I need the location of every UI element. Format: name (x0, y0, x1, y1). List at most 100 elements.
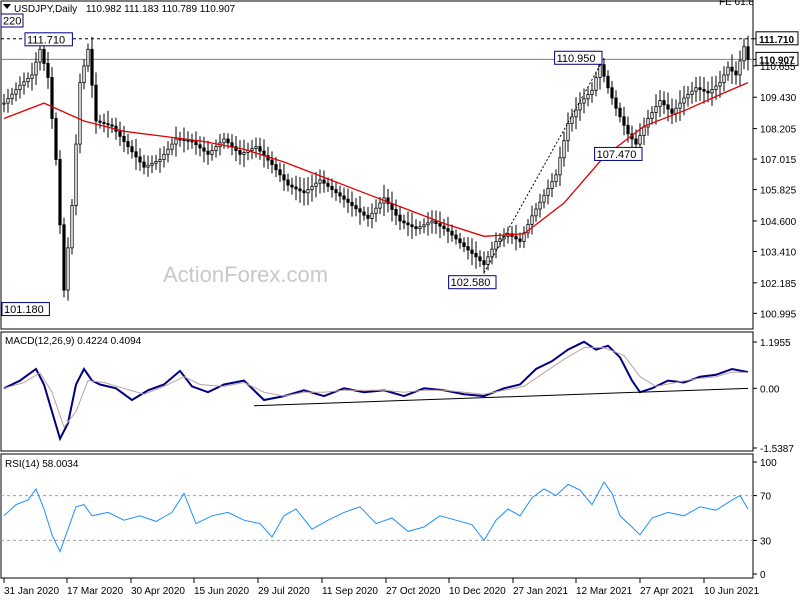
macd-trendline (253, 387, 749, 407)
candle-body (146, 164, 150, 168)
candle-body (374, 207, 378, 214)
candle-body (414, 226, 418, 230)
candle-body (662, 100, 666, 106)
candle-body (42, 48, 46, 64)
candle-body (654, 106, 658, 113)
candle-body (474, 253, 478, 258)
x-tick-label: 10 Jun 2021 (704, 586, 759, 597)
rsi-title: RSI(14) 58.0034 (5, 459, 79, 470)
candle-body (682, 97, 686, 104)
y-tick-label: 70 (760, 492, 772, 503)
candle-body (366, 214, 370, 219)
candle-body (706, 90, 710, 94)
candle-body (306, 189, 310, 194)
candle-body (338, 192, 342, 197)
candle-body (370, 212, 374, 219)
candle-body (82, 65, 86, 84)
rsi-line (3, 481, 749, 553)
candle-body (406, 222, 410, 226)
candle-body (350, 201, 354, 206)
candle-body (606, 75, 610, 89)
candle-body (570, 116, 574, 125)
candle-body (226, 138, 230, 144)
candle-body (398, 214, 402, 222)
collapse-triangle-icon[interactable] (3, 4, 11, 9)
candle-body (354, 205, 358, 210)
candle-body (734, 70, 738, 76)
price-title-group: USDJPY,Daily 110.982 111.183 110.789 110… (3, 4, 236, 15)
candle-body (30, 74, 34, 79)
y-tick-box (755, 51, 799, 66)
candle-body (718, 82, 722, 87)
candle-body (554, 174, 558, 183)
candle-body (202, 147, 206, 152)
candle-body (482, 260, 486, 265)
candle-body (486, 256, 490, 265)
y-tick-label: 105.825 (760, 186, 797, 197)
candle-body (550, 181, 554, 189)
price-panel-frame (0, 0, 754, 330)
candle-body (582, 98, 586, 104)
candle-body (562, 140, 566, 159)
candle-body (318, 179, 322, 184)
candle-body (622, 116, 626, 126)
y-tick-label: 100.995 (760, 309, 797, 320)
x-tick-label: 17 Mar 2020 (67, 586, 124, 597)
y-tick-label: 109.430 (760, 93, 797, 104)
y-tick-label: 110.907 (759, 55, 795, 66)
candle-body (546, 188, 550, 196)
candle-body (610, 87, 614, 99)
candle-body (542, 194, 546, 203)
price-label-box (594, 146, 643, 161)
candle-body (730, 66, 734, 72)
candle-body (602, 64, 606, 77)
candle-body (390, 203, 394, 210)
candle-body (14, 89, 18, 95)
candle-body (346, 198, 350, 203)
y-tick-label: 102.185 (760, 279, 797, 290)
candle-body (170, 143, 174, 150)
y-tick-label: 0 (760, 570, 766, 581)
candle-body (110, 124, 114, 127)
candle-body (394, 209, 398, 216)
candle-body (670, 108, 674, 114)
candle-body (634, 138, 638, 145)
candle-body (686, 94, 690, 99)
candle-body (102, 121, 106, 125)
price-label-box (1, 302, 50, 317)
price-label: 101.180 (4, 304, 44, 316)
candle-body (118, 130, 122, 137)
candle-body (470, 249, 474, 254)
x-tick-label: 27 Oct 2020 (386, 586, 441, 597)
price-label: 110.950 (557, 53, 596, 65)
x-tick-label: 27 Jan 2021 (513, 586, 568, 597)
y-tick-label: 111.710 (759, 35, 794, 46)
candle-body (238, 150, 242, 155)
candle-body (702, 89, 706, 92)
candle-body (710, 89, 714, 94)
candle-body (46, 62, 50, 78)
candle-body (210, 150, 214, 155)
candle-body (162, 153, 166, 160)
candle-body (18, 84, 22, 91)
y-tick-label: 107.015 (760, 155, 797, 166)
candle-body (674, 107, 678, 114)
candle-body (78, 82, 82, 145)
candle-body (518, 238, 522, 242)
candle-body (558, 157, 562, 176)
x-tick-label: 30 Apr 2020 (131, 586, 185, 597)
candle-body (94, 84, 98, 122)
rsi-plot (1, 481, 753, 553)
candle-body (254, 146, 258, 149)
candle-body (290, 184, 294, 188)
candle-body (142, 161, 146, 168)
candle-body (738, 60, 742, 76)
x-tick-label: 27 Apr 2021 (640, 586, 694, 597)
candle-body (174, 138, 178, 145)
candle-body (310, 185, 314, 190)
candle-body (478, 256, 482, 262)
price-label-box (554, 50, 603, 65)
candle-body (150, 162, 154, 166)
